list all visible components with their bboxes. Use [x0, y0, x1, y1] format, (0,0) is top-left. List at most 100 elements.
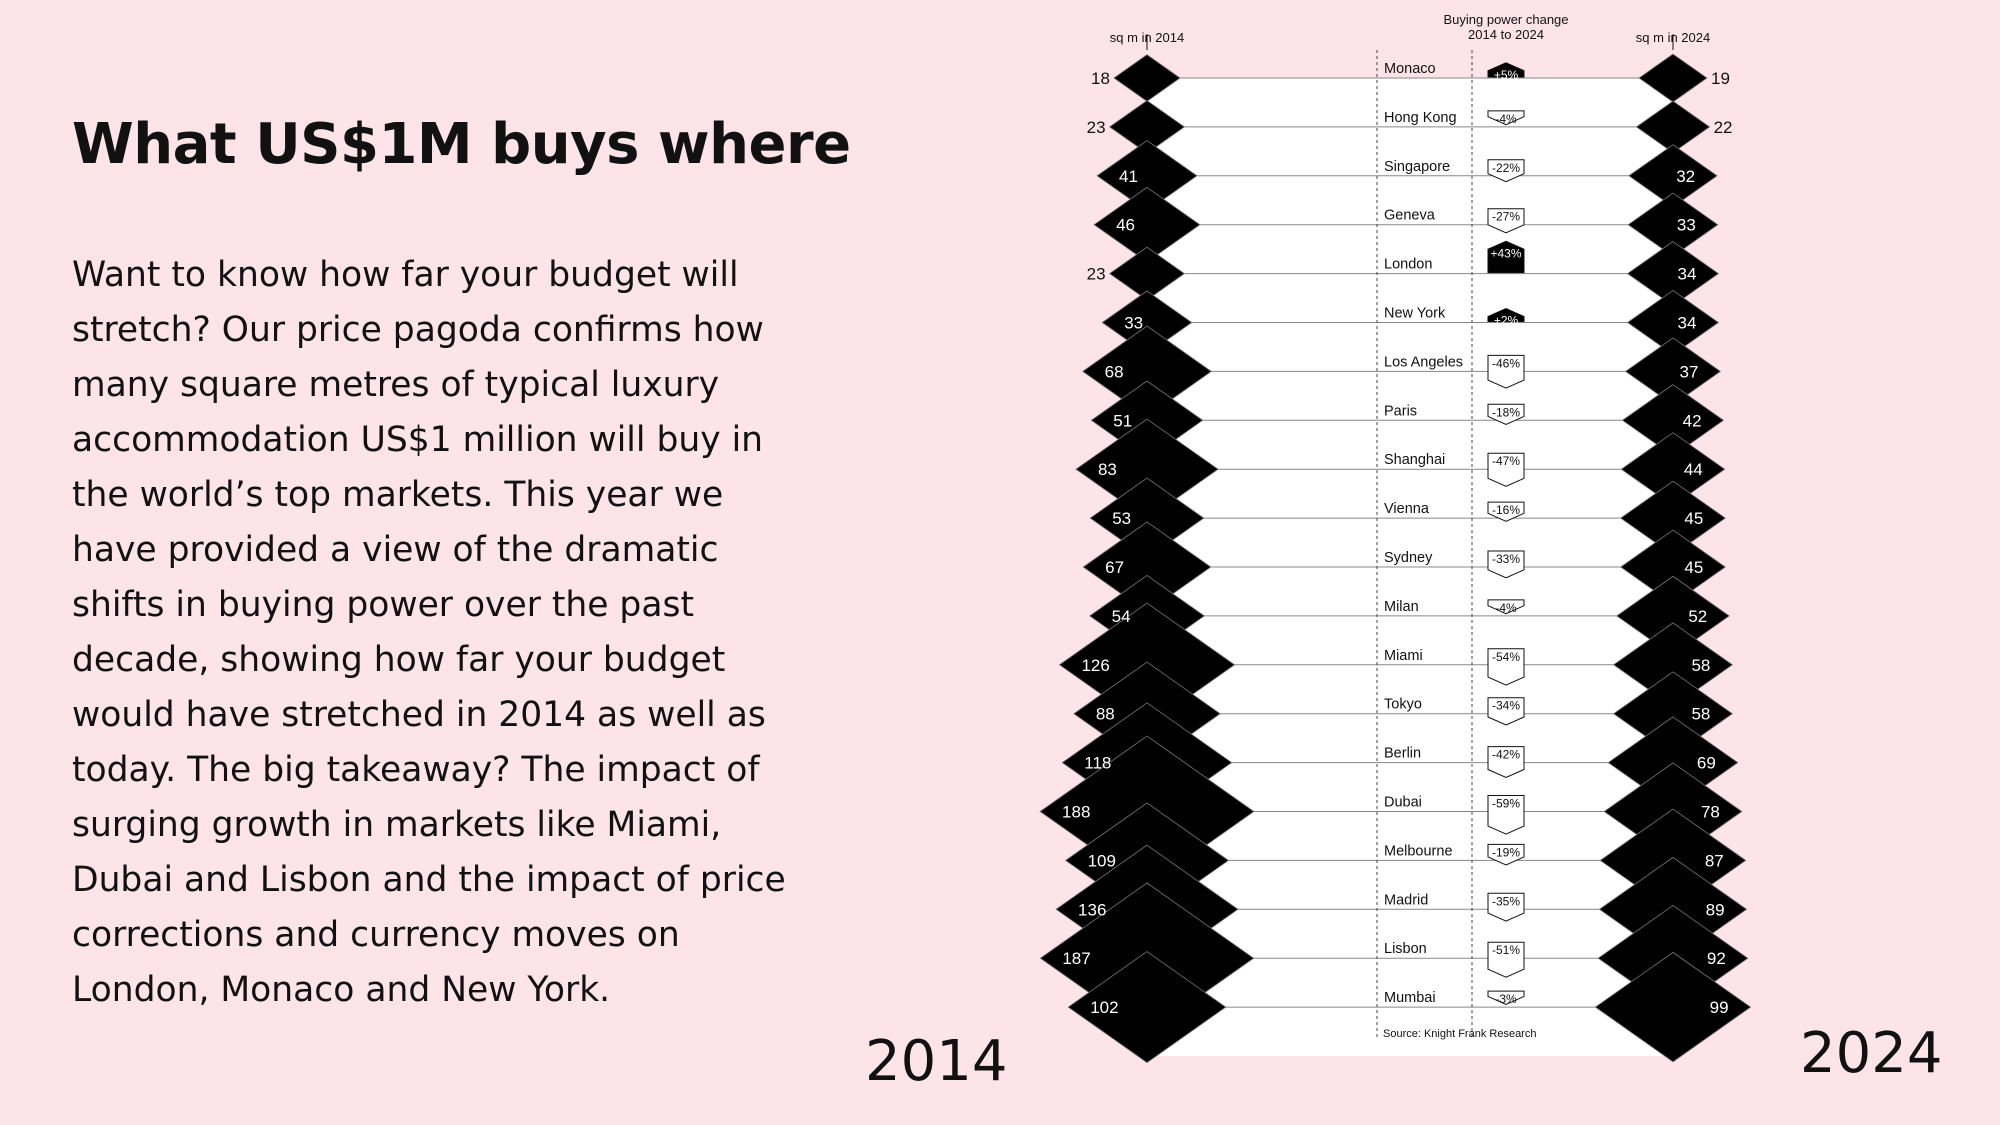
value-2014: 68	[1105, 362, 1124, 381]
value-2024: 19	[1711, 69, 1730, 88]
value-2024: 33	[1677, 216, 1696, 235]
city-label: Berlin	[1384, 746, 1421, 762]
change-badge-melbourne	[1487, 843, 1525, 866]
city-label: Lisbon	[1384, 941, 1427, 957]
value-2014: 23	[1087, 118, 1106, 137]
change-badge-vienna	[1487, 501, 1525, 522]
change-label: -33%	[1492, 552, 1520, 566]
city-label: Tokyo	[1384, 697, 1422, 713]
value-2014: 109	[1088, 851, 1116, 870]
value-2014: 54	[1112, 607, 1131, 626]
city-label: Melbourne	[1384, 843, 1453, 859]
change-label: -47%	[1492, 454, 1520, 468]
value-2024: 45	[1684, 509, 1703, 528]
change-label: -18%	[1492, 405, 1520, 419]
row-band-mumbai	[1147, 1007, 1673, 1056]
value-2014: 88	[1096, 705, 1115, 724]
change-label: +43%	[1490, 246, 1521, 260]
value-2024: 37	[1680, 362, 1699, 381]
change-badge-mumbai	[1487, 990, 1525, 1005]
value-2014: 187	[1062, 949, 1090, 968]
city-label: Mumbai	[1384, 990, 1436, 1006]
change-badge-lisbon	[1487, 941, 1525, 978]
row-band-tokyo	[1147, 713, 1673, 763]
row-labels: 18 19 Monaco +5% 23 22 Hong Kong -4% 41 32 Singapo…	[1062, 61, 1732, 1017]
change-label: -54%	[1492, 650, 1520, 664]
city-label: Hong Kong	[1384, 110, 1457, 126]
city-label: Milan	[1384, 599, 1419, 615]
value-2014: 188	[1062, 803, 1090, 822]
city-label: Paris	[1384, 403, 1417, 419]
header-sqm-2024: sq m in 2024	[1636, 30, 1710, 45]
value-2014: 23	[1087, 265, 1106, 284]
year-label-2014: 2014	[865, 1029, 1008, 1094]
change-badge-dubai	[1487, 795, 1525, 835]
change-badge-shanghai	[1487, 452, 1525, 487]
change-badge-singapore	[1487, 159, 1525, 183]
value-2024: 44	[1684, 460, 1703, 479]
row-bands	[1147, 77, 1673, 1056]
value-2014: 136	[1078, 900, 1106, 919]
row-band-shanghai	[1147, 469, 1673, 519]
value-2024: 45	[1684, 558, 1703, 577]
row-band-new-york	[1147, 322, 1673, 372]
change-label: -42%	[1492, 748, 1520, 762]
value-2014: 83	[1098, 460, 1117, 479]
change-label: -34%	[1492, 699, 1520, 713]
row-band-geneva	[1147, 224, 1673, 274]
change-label: -4%	[1495, 601, 1517, 615]
change-label: +2%	[1494, 314, 1519, 328]
value-2024: 42	[1683, 411, 1702, 430]
city-label: Miami	[1384, 648, 1423, 664]
city-label: Monaco	[1384, 61, 1436, 77]
value-2014: 118	[1084, 754, 1111, 773]
change-badge-monaco	[1487, 62, 1525, 78]
change-label: -27%	[1492, 210, 1520, 224]
value-2024: 78	[1701, 803, 1720, 822]
source-note: Source: Knight Frank Research	[1383, 1028, 1536, 1040]
change-badge-geneva	[1487, 208, 1525, 234]
change-label: -3%	[1495, 992, 1517, 1006]
city-label: Vienna	[1384, 501, 1430, 517]
value-2024: 52	[1688, 607, 1707, 626]
change-badge-hong-kong	[1487, 110, 1525, 126]
value-2024: 69	[1697, 754, 1716, 773]
value-2014: 51	[1113, 411, 1132, 430]
value-2024: 99	[1710, 998, 1729, 1017]
change-label: -59%	[1492, 797, 1520, 811]
city-label: Shanghai	[1384, 452, 1445, 468]
row-band-london	[1147, 273, 1673, 323]
header-sqm-2014: sq m in 2014	[1110, 30, 1184, 45]
value-2014: 53	[1112, 509, 1131, 528]
city-label: Dubai	[1384, 795, 1422, 811]
change-badge-tokyo	[1487, 697, 1525, 726]
change-badge-madrid	[1487, 892, 1525, 922]
value-2014: 41	[1119, 167, 1138, 186]
city-label: Geneva	[1384, 208, 1436, 224]
change-label: -22%	[1492, 161, 1520, 175]
change-label: +5%	[1494, 68, 1519, 82]
value-2014: 126	[1081, 656, 1109, 675]
value-2014: 33	[1124, 314, 1143, 333]
change-badge-sydney	[1487, 550, 1525, 579]
city-label: Los Angeles	[1384, 354, 1463, 370]
city-label: Madrid	[1384, 892, 1428, 908]
value-2024: 87	[1705, 851, 1724, 870]
diamond-2024-mumbai	[1594, 951, 1752, 1063]
header-change-line1: Buying power change	[1443, 12, 1568, 27]
change-label: -4%	[1495, 112, 1517, 126]
change-label: -46%	[1492, 356, 1520, 370]
row-band-melbourne	[1147, 860, 1673, 910]
row-band-vienna	[1147, 518, 1673, 567]
row-band-paris	[1147, 420, 1673, 470]
row-band-singapore	[1147, 175, 1673, 225]
diamond-2014-mumbai	[1067, 951, 1227, 1064]
change-label: -51%	[1492, 943, 1520, 957]
row-band-hong-kong	[1147, 126, 1673, 176]
value-2014: 102	[1090, 998, 1118, 1017]
city-label: New York	[1384, 306, 1446, 322]
value-2024: 22	[1714, 118, 1733, 137]
diamonds-2014	[1039, 54, 1255, 1064]
value-2024: 89	[1706, 900, 1725, 919]
value-2014: 18	[1091, 69, 1110, 88]
